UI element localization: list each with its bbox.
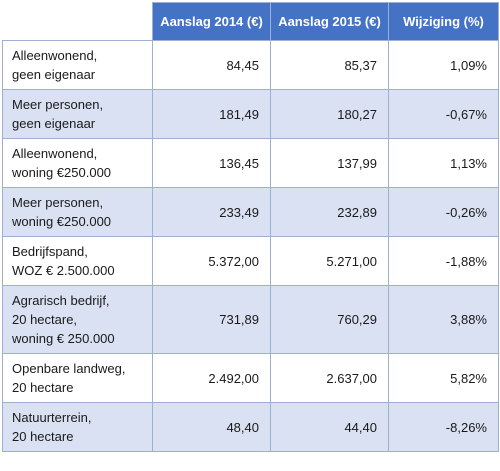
value-2015: 180,27	[270, 89, 389, 139]
table-row: Meer personen, geen eigenaar 181,49 180,…	[2, 89, 499, 139]
table-row: Agrarisch bedrijf, 20 hectare, woning € …	[2, 285, 499, 354]
value-2014: 731,89	[152, 285, 271, 354]
table-row: Alleenwonend, geen eigenaar 84,45 85,37 …	[2, 40, 499, 90]
row-label-line: Alleenwonend,	[12, 48, 98, 63]
value-2014: 136,45	[152, 138, 271, 188]
header-aanslag-2014: Aanslag 2014 (€)	[152, 2, 271, 41]
value-change: -8,26%	[388, 402, 499, 452]
row-label-line: 20 hectare	[12, 380, 74, 395]
tax-comparison-table: Aanslag 2014 (€) Aanslag 2015 (€) Wijzig…	[2, 2, 499, 452]
row-label-line: woning € 250.000	[12, 331, 115, 346]
table-row: Natuurterrein, 20 hectare 48,40 44,40 -8…	[2, 402, 499, 452]
row-label-line: woning €250.000	[12, 214, 112, 229]
value-change: 1,09%	[388, 40, 499, 90]
value-2014: 233,49	[152, 187, 271, 237]
row-label-line: Meer personen,	[12, 195, 104, 210]
value-change: 3,88%	[388, 285, 499, 354]
value-2014: 48,40	[152, 402, 271, 452]
row-label-line: Agrarisch bedrijf,	[12, 293, 110, 308]
value-2014: 181,49	[152, 89, 271, 139]
value-change: 5,82%	[388, 353, 499, 403]
table-row: Bedrijfspand, WOZ € 2.500.000 5.372,00 5…	[2, 236, 499, 286]
table-row: Openbare landweg, 20 hectare 2.492,00 2.…	[2, 353, 499, 403]
value-2015: 44,40	[270, 402, 389, 452]
row-label-line: Meer personen,	[12, 97, 104, 112]
table-row: Alleenwonend, woning €250.000 136,45 137…	[2, 138, 499, 188]
value-2015: 760,29	[270, 285, 389, 354]
row-label-line: WOZ € 2.500.000	[12, 263, 115, 278]
row-label: Alleenwonend, geen eigenaar	[2, 40, 153, 90]
value-change: 1,13%	[388, 138, 499, 188]
header-empty-cell	[2, 2, 153, 41]
value-2014: 5.372,00	[152, 236, 271, 286]
table-row: Meer personen, woning €250.000 233,49 23…	[2, 187, 499, 237]
row-label-line: geen eigenaar	[12, 116, 96, 131]
row-label: Openbare landweg, 20 hectare	[2, 353, 153, 403]
value-2015: 232,89	[270, 187, 389, 237]
value-2015: 137,99	[270, 138, 389, 188]
value-change: -0,26%	[388, 187, 499, 237]
value-2015: 2.637,00	[270, 353, 389, 403]
row-label-line: woning €250.000	[12, 165, 112, 180]
value-change: -1,88%	[388, 236, 499, 286]
header-wijziging: Wijziging (%)	[388, 2, 499, 41]
header-aanslag-2015: Aanslag 2015 (€)	[270, 2, 389, 41]
row-label: Natuurterrein, 20 hectare	[2, 402, 153, 452]
row-label-line: Bedrijfspand,	[12, 244, 88, 259]
value-2015: 5.271,00	[270, 236, 389, 286]
value-2014: 2.492,00	[152, 353, 271, 403]
header-row: Aanslag 2014 (€) Aanslag 2015 (€) Wijzig…	[2, 2, 499, 41]
row-label: Meer personen, geen eigenaar	[2, 89, 153, 139]
value-2014: 84,45	[152, 40, 271, 90]
row-label: Agrarisch bedrijf, 20 hectare, woning € …	[2, 285, 153, 354]
row-label: Alleenwonend, woning €250.000	[2, 138, 153, 188]
row-label-line: 20 hectare,	[12, 312, 78, 327]
row-label: Meer personen, woning €250.000	[2, 187, 153, 237]
value-change: -0,67%	[388, 89, 499, 139]
row-label-line: Openbare landweg,	[12, 361, 126, 376]
row-label-line: geen eigenaar	[12, 67, 96, 82]
value-2015: 85,37	[270, 40, 389, 90]
row-label-line: Alleenwonend,	[12, 146, 98, 161]
row-label-line: Natuurterrein,	[12, 410, 92, 425]
row-label-line: 20 hectare	[12, 429, 74, 444]
row-label: Bedrijfspand, WOZ € 2.500.000	[2, 236, 153, 286]
